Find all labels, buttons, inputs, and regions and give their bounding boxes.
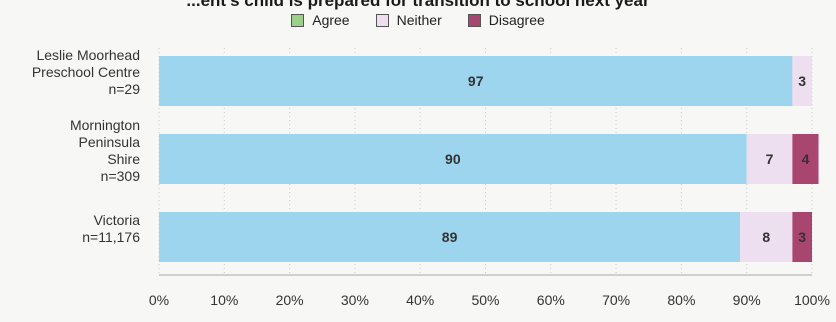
data-label: 3 xyxy=(798,73,806,89)
data-label: 7 xyxy=(766,151,774,167)
x-tick-label: 60% xyxy=(537,292,565,308)
x-tick-label: 40% xyxy=(406,292,434,308)
data-label: 90 xyxy=(445,151,461,167)
x-tick-label: 100% xyxy=(794,292,830,308)
x-tick-label: 80% xyxy=(667,292,695,308)
data-label: 8 xyxy=(762,229,770,245)
data-label: 4 xyxy=(802,151,810,167)
x-tick-label: 20% xyxy=(276,292,304,308)
x-tick-label: 70% xyxy=(602,292,630,308)
data-label: 89 xyxy=(442,229,458,245)
data-label: 97 xyxy=(468,73,484,89)
x-tick-label: 90% xyxy=(733,292,761,308)
x-tick-label: 10% xyxy=(210,292,238,308)
data-label: 3 xyxy=(798,229,806,245)
x-tick-label: 0% xyxy=(149,292,169,308)
x-tick-label: 50% xyxy=(471,292,499,308)
x-tick-label: 30% xyxy=(341,292,369,308)
